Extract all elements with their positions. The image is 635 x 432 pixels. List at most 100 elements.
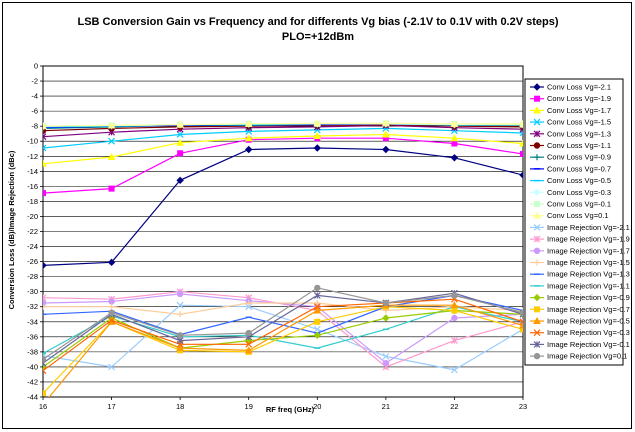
legend-item: Conv Loss Vg=-1.3: [530, 129, 611, 138]
legend-item: Conv Loss Vg=-0.5: [530, 176, 611, 185]
legend-item: Image Rejection Vg=-1.3: [530, 270, 630, 279]
marker-x: [108, 316, 115, 324]
marker-triangle: [519, 119, 523, 127]
y-tick-label: -28: [27, 272, 38, 281]
x-tick-label: 16: [39, 402, 47, 411]
marker-circle: [108, 298, 115, 305]
x-tick-labels: 16 17 18 19 20 21 22 23: [39, 402, 527, 411]
legend-label: Conv Loss Vg=-0.7: [547, 164, 611, 173]
marker-triangle: [533, 211, 541, 219]
legend-item: Image Rejection Vg=-0.9: [530, 293, 630, 302]
marker-circle: [43, 299, 47, 307]
marker-x: [43, 367, 47, 375]
x-tick-label: 23: [519, 402, 527, 411]
legend-item: Image Rejection Vg=-1.9: [530, 235, 630, 244]
legend-label: Conv Loss Vg=-1.9: [547, 94, 611, 103]
marker-triangle: [382, 130, 390, 138]
marker-triangle: [107, 152, 116, 161]
chart-subtitle: PLO=+12dBm: [282, 31, 354, 43]
series-line: [43, 127, 523, 149]
legend-label: Conv Loss Vg=-0.1: [547, 200, 611, 209]
marker-x: [313, 303, 321, 311]
marker-star: [533, 130, 541, 138]
y-tick-label: -6: [31, 107, 38, 116]
marker-square: [451, 307, 458, 314]
marker-x: [108, 137, 115, 145]
legend-label: Conv Loss Vg=-0.3: [547, 188, 611, 197]
marker-square: [520, 326, 523, 333]
y-tick-label: -16: [27, 182, 38, 191]
marker-square: [43, 390, 46, 397]
legend-item: Conv Loss Vg=-1.1: [530, 141, 611, 150]
legend-label: Image Rejection Vg=-0.9: [547, 293, 630, 302]
marker-circle: [245, 329, 252, 337]
series-line: [43, 133, 523, 165]
y-tick-label: -30: [27, 287, 38, 296]
legend-item: Conv Loss Vg=-0.1: [530, 200, 611, 209]
legend-label: Conv Loss Vg=-1.3: [547, 129, 611, 138]
legend-label: Conv Loss Vg=-0.9: [547, 153, 611, 162]
legend-label: Image Rejection Vg=-0.1: [547, 340, 630, 349]
y-tick-label: 0: [34, 62, 38, 71]
y-tick-label: -32: [27, 302, 38, 311]
marker-circle: [176, 332, 184, 339]
legend-item: Image Rejection Vg=-1.7: [530, 246, 630, 255]
chart-title: LSB Conversion Gain vs Frequency and for…: [77, 16, 558, 28]
legend-item: Conv Loss Vg=0.1: [530, 211, 609, 220]
legend-item: Image Rejection Vg=0.1: [530, 352, 627, 361]
series-line: [43, 122, 523, 127]
x-tick-label: 22: [450, 402, 458, 411]
legend-label: Image Rejection Vg=-2.1: [547, 223, 630, 232]
marker-square: [451, 140, 458, 147]
marker-triangle: [43, 159, 47, 167]
y-tick-label: -18: [27, 197, 38, 206]
marker-square: [43, 190, 46, 197]
legend-label: Conv Loss Vg=-1.5: [547, 118, 611, 127]
x-tick-label: 19: [245, 402, 253, 411]
marker-x: [451, 366, 458, 374]
marker-circle: [43, 127, 47, 134]
marker-star: [176, 337, 184, 345]
y-tick-label: -38: [27, 347, 38, 356]
y-tick-label: -10: [27, 137, 38, 146]
y-tick-label: -22: [27, 227, 38, 236]
y-tick-label: -20: [27, 212, 38, 221]
marker-circle: [533, 142, 541, 149]
y-tick-labels: 0 -2 -4 -6 -8 -10 -12 -14 -16 -18 -20 -22 -24 -26 -28 -…: [27, 62, 38, 402]
y-tick-label: -44: [27, 393, 38, 402]
legend-item: Conv Loss Vg=-0.3: [530, 188, 611, 197]
legend-item: Conv Loss Vg=-0.7: [530, 164, 611, 173]
marker-diamond: [382, 314, 390, 322]
legend-label: Conv Loss Vg=-0.5: [547, 176, 611, 185]
legend-label: Image Rejection Vg=-1.1: [547, 281, 630, 290]
legend-item: Conv Loss Vg=-1.9: [530, 94, 611, 103]
marker-square: [520, 151, 523, 158]
marker-square: [177, 150, 184, 157]
legend-item: Image Rejection Vg=-1.1: [530, 281, 630, 290]
legend-label: Conv Loss Vg=-1.7: [547, 106, 611, 115]
marker-square: [534, 95, 540, 102]
marker-star: [43, 294, 47, 302]
marker-circle: [108, 309, 115, 316]
marker-x: [245, 303, 253, 311]
legend-box: [524, 78, 624, 366]
marker-circle: [451, 292, 458, 299]
marker-star: [43, 133, 47, 141]
y-tick-label: -26: [27, 257, 38, 266]
marker-square: [534, 306, 540, 313]
y-tick-label: -2: [31, 77, 38, 86]
legend-item: Conv Loss Vg=-1.7: [530, 106, 611, 115]
marker-circle: [43, 356, 47, 363]
marker-x: [519, 318, 523, 326]
marker-diamond: [533, 188, 541, 197]
legend: Conv Loss Vg=-2.1 Conv Loss Vg=-1.9 Conv L…: [530, 83, 630, 361]
y-tick-label: -8: [31, 122, 38, 131]
marker-triangle: [450, 119, 459, 127]
marker-diamond: [519, 171, 523, 179]
marker-circle: [451, 314, 458, 322]
marker-star: [451, 337, 458, 345]
marker-triangle: [244, 119, 253, 127]
marker-diamond: [245, 145, 253, 154]
marker-plus: [43, 303, 46, 310]
